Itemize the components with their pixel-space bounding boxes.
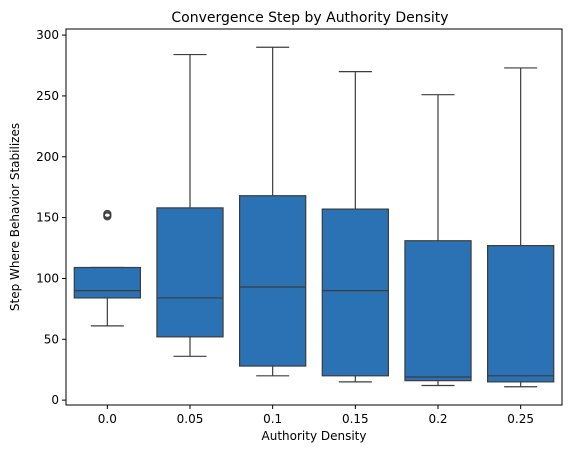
x-tick-label: 0.1 — [263, 412, 282, 426]
y-tick-label: 300 — [36, 28, 59, 42]
box-body — [156, 207, 224, 338]
chart-title: Convergence Step by Authority Density — [171, 10, 448, 26]
x-tick-label: 0.25 — [507, 412, 534, 426]
outlier-point — [103, 209, 112, 219]
box-body — [239, 195, 307, 367]
y-tick-label: 150 — [36, 211, 59, 225]
x-tick-label: 0.05 — [177, 412, 204, 426]
plot-area: 0 50 100 150 200 250 300 0.0 0.05 0.1 0.15 0.2 0.25 — [36, 28, 555, 426]
box-body — [404, 240, 472, 382]
y-tick-label: 200 — [36, 150, 59, 164]
y-tick-label: 0 — [51, 393, 59, 407]
x-tick-label: 0.2 — [428, 412, 447, 426]
y-tick-label: 100 — [36, 271, 59, 285]
y-tick-label: 50 — [44, 332, 59, 346]
box-body — [487, 244, 555, 383]
y-axis-label: Step Where Behavior Stabilizes — [8, 123, 22, 311]
x-tick-label: 0.15 — [342, 412, 369, 426]
y-tick-label: 250 — [36, 89, 59, 103]
x-axis-label: Authority Density — [262, 429, 367, 443]
x-tick-label: 0.0 — [98, 412, 117, 426]
plot-frame — [65, 28, 563, 406]
box-body — [321, 208, 389, 377]
box-body — [73, 266, 142, 299]
